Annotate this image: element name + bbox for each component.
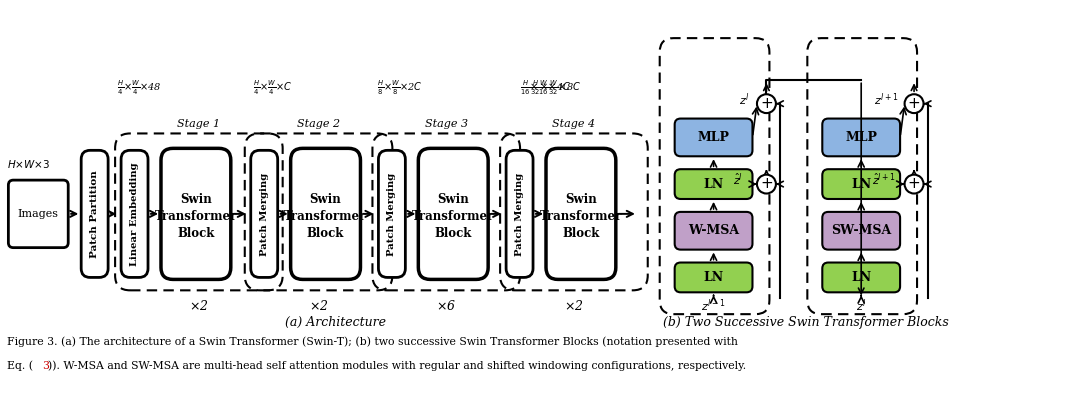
- FancyBboxPatch shape: [546, 148, 615, 279]
- Text: Patch Merging: Patch Merging: [387, 172, 396, 255]
- Circle shape: [757, 174, 776, 193]
- Text: Block: Block: [307, 227, 345, 240]
- FancyBboxPatch shape: [81, 151, 108, 277]
- Text: LN: LN: [851, 178, 872, 191]
- Text: (a) Architecture: (a) Architecture: [285, 316, 386, 329]
- Circle shape: [904, 174, 924, 193]
- Text: LN: LN: [851, 271, 872, 284]
- Text: $+$: $+$: [908, 97, 921, 111]
- Text: SW-MSA: SW-MSA: [831, 224, 891, 237]
- Text: $z^l$: $z^l$: [740, 92, 750, 108]
- FancyBboxPatch shape: [418, 148, 488, 279]
- Text: $\times$6: $\times$6: [436, 299, 456, 313]
- Text: Block: Block: [434, 227, 472, 240]
- Circle shape: [757, 94, 776, 113]
- Text: Linear Embedding: Linear Embedding: [130, 162, 139, 266]
- Text: $\frac{H}{16}$$\times$$\frac{W}{16}$$\times$4$C$: $\frac{H}{16}$$\times$$\frac{W}{16}$$\ti…: [520, 79, 572, 97]
- FancyBboxPatch shape: [674, 169, 753, 199]
- Text: Figure 3. (a) The architecture of a Swin Transformer (Swin-T); (b) two successiv: Figure 3. (a) The architecture of a Swin…: [8, 337, 739, 347]
- FancyBboxPatch shape: [9, 180, 69, 248]
- Text: LN: LN: [704, 178, 723, 191]
- Text: $\times$2: $\times$2: [309, 299, 328, 313]
- Text: $\hat{z}^l$: $\hat{z}^l$: [733, 172, 744, 188]
- Text: Stage 4: Stage 4: [552, 119, 596, 129]
- Text: W-MSA: W-MSA: [688, 224, 739, 237]
- Text: (b) Two Successive Swin Transformer Blocks: (b) Two Successive Swin Transformer Bloc…: [663, 316, 949, 329]
- FancyBboxPatch shape: [121, 151, 148, 277]
- Text: Transformer: Transformer: [412, 210, 494, 223]
- Text: Stage 3: Stage 3: [424, 119, 468, 129]
- FancyBboxPatch shape: [161, 148, 231, 279]
- Text: Transformer: Transformer: [540, 210, 622, 223]
- Text: $\frac{H}{4}$$\times$$\frac{W}{4}$$\times$48: $\frac{H}{4}$$\times$$\frac{W}{4}$$\time…: [117, 79, 161, 97]
- FancyBboxPatch shape: [674, 119, 753, 156]
- Text: Swin: Swin: [565, 193, 597, 206]
- Text: $\hat{z}^{l+1}$: $\hat{z}^{l+1}$: [872, 172, 896, 188]
- Text: $z^{l+1}$: $z^{l+1}$: [874, 92, 898, 108]
- Text: LN: LN: [704, 271, 723, 284]
- Text: $\frac{H}{8}$$\times$$\frac{W}{8}$$\times$2$C$: $\frac{H}{8}$$\times$$\frac{W}{8}$$\time…: [377, 79, 423, 97]
- Text: Transformer: Transformer: [155, 210, 237, 223]
- Text: 3: 3: [43, 361, 49, 371]
- FancyBboxPatch shape: [290, 148, 360, 279]
- Text: )). W-MSA and SW-MSA are multi-head self attention modules with regular and shif: )). W-MSA and SW-MSA are multi-head self…: [48, 360, 746, 371]
- FancyBboxPatch shape: [823, 119, 900, 156]
- FancyBboxPatch shape: [823, 169, 900, 199]
- FancyBboxPatch shape: [823, 263, 900, 292]
- FancyBboxPatch shape: [251, 151, 278, 277]
- Text: Images: Images: [17, 209, 59, 219]
- Text: $H$$\times$$W$$\times$$3$: $H$$\times$$W$$\times$$3$: [8, 158, 50, 170]
- FancyBboxPatch shape: [506, 151, 533, 277]
- FancyBboxPatch shape: [674, 212, 753, 250]
- Text: MLP: MLP: [697, 131, 730, 144]
- Text: $z^{l-1}$: $z^{l-1}$: [702, 297, 726, 314]
- Text: Block: Block: [562, 227, 600, 240]
- Text: $\frac{H}{32}$$\times$$\frac{W}{32}$$\times$8$C$: $\frac{H}{32}$$\times$$\frac{W}{32}$$\ti…: [530, 79, 582, 97]
- Text: $\frac{H}{4}$$\times$$\frac{W}{4}$$\times$$C$: $\frac{H}{4}$$\times$$\frac{W}{4}$$\time…: [253, 79, 292, 97]
- Text: Patch Merging: Patch Merging: [515, 172, 524, 255]
- Text: Transformer: Transformer: [285, 210, 367, 223]
- Text: Stage 2: Stage 2: [297, 119, 340, 129]
- Text: $+$: $+$: [759, 97, 774, 111]
- Text: $\times$2: $\times$2: [189, 299, 208, 313]
- Text: MLP: MLP: [846, 131, 877, 144]
- Text: Block: Block: [177, 227, 215, 240]
- Text: Swin: Swin: [180, 193, 212, 206]
- Circle shape: [904, 94, 924, 113]
- Text: $+$: $+$: [908, 177, 921, 191]
- FancyBboxPatch shape: [823, 212, 900, 250]
- Text: $z^{l}$: $z^{l}$: [856, 297, 866, 314]
- Text: $\times$2: $\times$2: [564, 299, 584, 313]
- Text: Stage 1: Stage 1: [178, 119, 220, 129]
- FancyBboxPatch shape: [674, 263, 753, 292]
- Text: Patch Partition: Patch Partition: [91, 170, 99, 258]
- Text: Swin: Swin: [310, 193, 341, 206]
- Text: Patch Merging: Patch Merging: [260, 172, 268, 255]
- Text: Eq. (: Eq. (: [8, 360, 34, 371]
- FancyBboxPatch shape: [379, 151, 406, 277]
- Text: Swin: Swin: [437, 193, 469, 206]
- Text: $+$: $+$: [759, 177, 774, 191]
